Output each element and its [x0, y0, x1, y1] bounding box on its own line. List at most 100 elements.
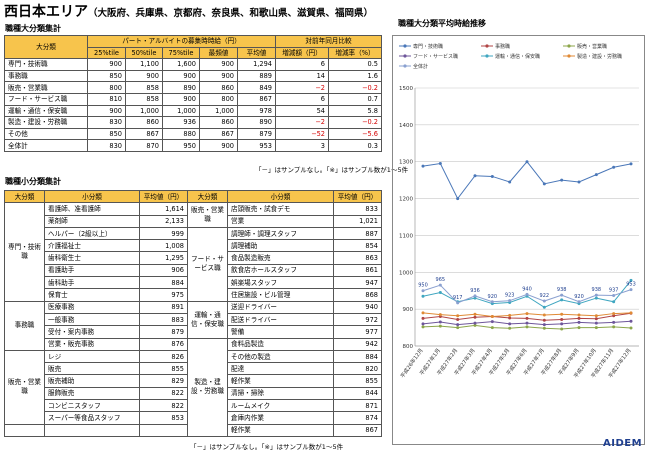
empty-cell	[139, 423, 188, 437]
series-point	[525, 312, 529, 316]
group-category: 販売・営業職	[187, 202, 228, 228]
series-line	[422, 160, 632, 200]
minor-avg: 999	[139, 226, 188, 241]
legend-label: 運輸・通信・保安職	[495, 53, 540, 60]
table-row: 販売補助 829 軽作業 855	[5, 374, 382, 388]
series-point	[438, 283, 442, 287]
minor-avg: 863	[333, 251, 382, 265]
series-point	[525, 160, 529, 164]
minor-avg: 947	[333, 276, 382, 290]
cell-value: 810	[87, 92, 126, 106]
cell-value: 867	[237, 92, 276, 106]
minor-avg: 868	[333, 288, 382, 302]
minor-category: スーパー等食品スタッフ	[44, 411, 140, 425]
minor-avg: 874	[333, 411, 382, 425]
minor-category: 看護師、准看護師	[44, 202, 140, 216]
cell-value: 1,000	[162, 104, 200, 118]
series-point	[560, 298, 564, 302]
cell-value: 1.6	[328, 69, 382, 83]
data-label: 938	[592, 287, 602, 293]
series-point	[612, 325, 616, 329]
table1-section-title: 職種大分類集計	[5, 24, 61, 33]
t2-header-large-left: 大分類	[4, 189, 45, 204]
series-point	[456, 326, 460, 330]
table2-section-title: 職種小分類集計	[5, 177, 61, 186]
series-point	[421, 289, 425, 293]
minor-category: 送迎ドライバー	[227, 300, 334, 314]
t2-header-large-right: 大分類	[187, 189, 228, 204]
minor-avg: 942	[333, 337, 382, 351]
series-point	[629, 326, 633, 330]
legend-marker	[567, 44, 571, 48]
row-category: 全体計	[4, 139, 88, 152]
minor-avg: 867	[333, 423, 382, 437]
legend-label: 専門・技術職	[413, 43, 443, 50]
series-point	[490, 320, 494, 324]
minor-category: 営業・販売事務	[44, 337, 140, 351]
series-point	[577, 326, 581, 330]
series-point	[438, 313, 442, 317]
minor-category: 警備	[227, 325, 334, 339]
cell-value: 900	[87, 104, 126, 118]
series-point	[612, 294, 616, 298]
minor-category: 食品製造販売	[227, 251, 334, 265]
series-point	[542, 182, 546, 186]
legend-marker	[485, 44, 489, 48]
table-row: 専門・技術職 900 1,100 1,600 900 1,294 6 0.5	[4, 58, 382, 71]
series-point	[473, 174, 477, 178]
cell-value: 890	[237, 116, 276, 129]
series-point	[560, 317, 564, 321]
cell-value: 867	[199, 127, 238, 141]
series-point	[542, 323, 546, 327]
minor-category: レジ	[44, 349, 140, 364]
minor-avg: 884	[333, 349, 382, 364]
minor-avg: 977	[333, 325, 382, 339]
group-category: フード・サービス職	[187, 226, 228, 302]
major-category-table: 大分類 パート・アルバイトの募集時時給（円） 対前年同月比較 25%tile 50…	[4, 34, 382, 152]
t1-header-yoy: 対前年同月比較	[275, 35, 382, 48]
series-point	[456, 317, 460, 321]
series-point	[560, 312, 564, 316]
cell-value: 900	[162, 92, 200, 106]
minor-avg: 826	[139, 349, 188, 364]
aidem-logo: AIDEM	[603, 438, 643, 449]
cell-value: 858	[125, 81, 163, 94]
series-point	[560, 293, 564, 297]
minor-avg: 1,295	[139, 251, 188, 265]
series-point	[490, 326, 494, 330]
y-tick-label: 1500	[399, 86, 413, 92]
cell-value: 849	[237, 81, 276, 94]
series-point	[508, 322, 512, 326]
cell-value: 870	[125, 139, 163, 152]
series-point	[560, 327, 564, 331]
cell-value: 900	[199, 139, 238, 152]
cell-value: 860	[199, 81, 238, 94]
minor-category-table: 大分類 小分類 平均値（円） 大分類 小分類 平均値（円） 専門・技術職 看護師、…	[4, 189, 382, 437]
series-point	[542, 299, 546, 303]
cell-value: 890	[162, 81, 200, 94]
legend-label: 販売・営業職	[577, 43, 607, 50]
group-category: 専門・技術職	[4, 202, 45, 302]
minor-category: 調理師・調理スタッフ	[227, 226, 334, 241]
series-point	[421, 325, 425, 329]
table-row: 販売・営業職 800 858 890 860 849 −2 −0.2	[4, 81, 382, 94]
data-label: 937	[609, 288, 619, 294]
minor-avg: 844	[333, 386, 382, 401]
legend-marker	[403, 64, 407, 68]
legend-marker	[567, 54, 571, 58]
table-row: フード・サービス職 810 858 900 800 867 6 0.7	[4, 92, 382, 106]
minor-category: 一般事務	[44, 312, 140, 327]
table-row: 専門・技術職 看護師、准看護師 1,614 販売・営業職 店頭販売・試食デモ 833	[4, 202, 382, 302]
data-label: 923	[505, 293, 515, 299]
series-point	[508, 180, 512, 184]
data-label: 920	[488, 294, 498, 300]
cell-value: −0.2	[328, 116, 382, 129]
group-category: 販売・営業職	[4, 349, 45, 425]
cell-value: −2	[275, 116, 329, 129]
minor-category: 飲食店ホールスタッフ	[227, 263, 334, 278]
cell-value: 830	[87, 139, 126, 152]
cell-value: 1,294	[237, 58, 276, 71]
data-label: 917	[453, 295, 463, 301]
minor-category: 医療事務	[44, 300, 140, 314]
cell-value: 0.7	[328, 92, 382, 106]
